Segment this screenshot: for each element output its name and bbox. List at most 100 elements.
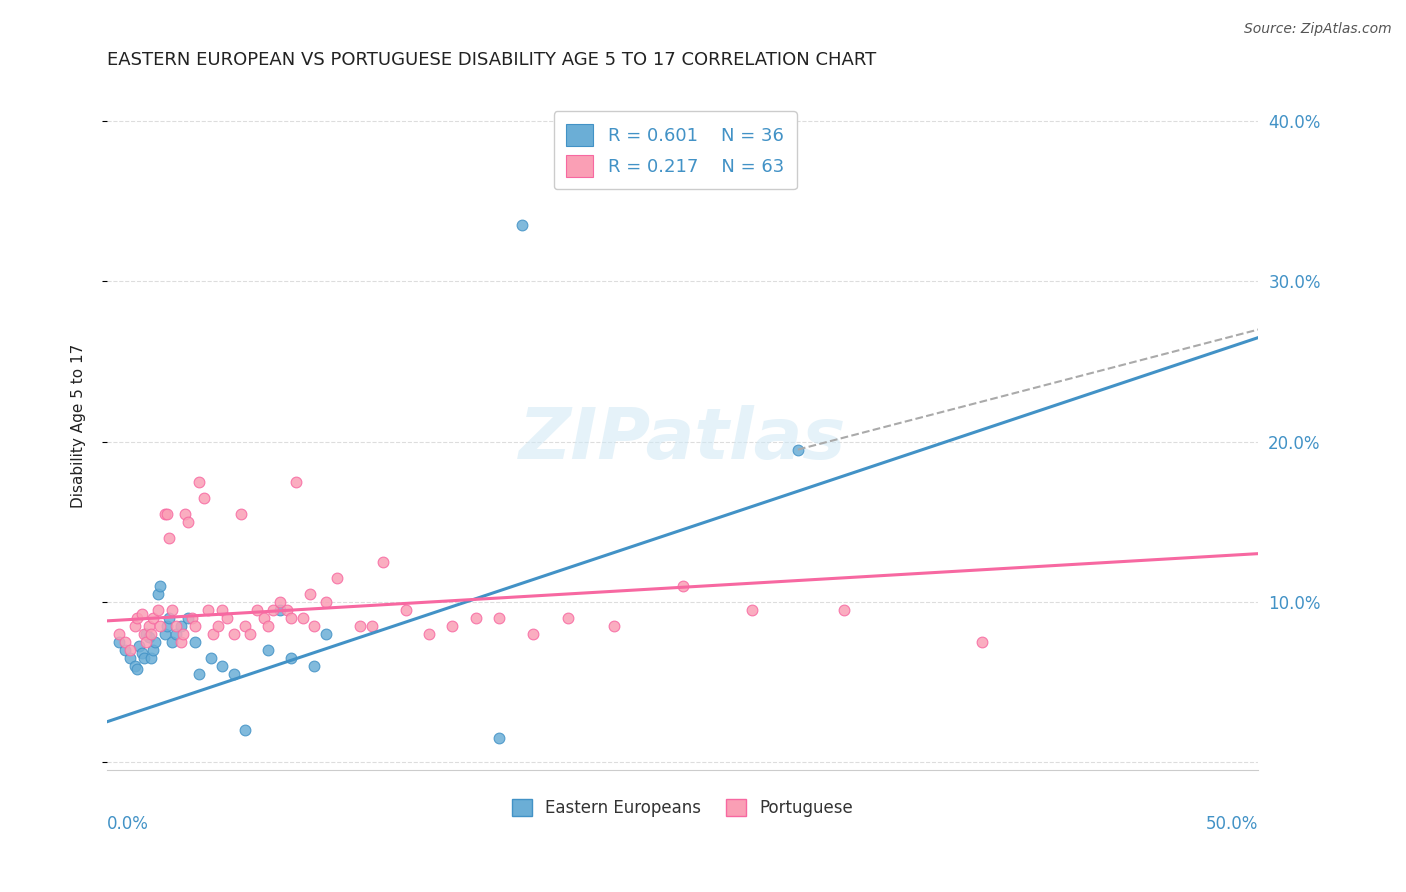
Point: [304, 618, 326, 632]
Point: [304, 658, 326, 673]
Point: [418, 626, 440, 640]
Point: [183, 634, 205, 648]
Point: [149, 579, 172, 593]
Point: [233, 618, 256, 632]
Point: [157, 531, 180, 545]
Point: [787, 442, 810, 457]
Point: [222, 626, 245, 640]
Point: [280, 650, 302, 665]
Point: [153, 626, 176, 640]
Point: [222, 666, 245, 681]
Point: [156, 618, 179, 632]
Point: [128, 640, 150, 654]
Point: [253, 610, 276, 624]
Point: [146, 587, 169, 601]
Point: [124, 618, 146, 632]
Point: [488, 610, 510, 624]
Point: [146, 602, 169, 616]
Point: [262, 602, 284, 616]
Point: [157, 610, 180, 624]
Point: [211, 658, 233, 673]
Point: [188, 666, 211, 681]
Point: [135, 626, 157, 640]
Point: [246, 602, 269, 616]
Point: [395, 602, 418, 616]
Point: [211, 602, 233, 616]
Point: [602, 618, 624, 632]
Point: [114, 634, 136, 648]
Point: [741, 602, 763, 616]
Text: ZIPatlas: ZIPatlas: [519, 405, 846, 474]
Point: [276, 602, 298, 616]
Point: [233, 723, 256, 737]
Point: [373, 555, 395, 569]
Point: [138, 618, 160, 632]
Text: 50.0%: 50.0%: [1206, 814, 1258, 832]
Y-axis label: Disability Age 5 to 17: Disability Age 5 to 17: [72, 343, 86, 508]
Point: [181, 610, 204, 624]
Point: [139, 650, 162, 665]
Point: [315, 626, 337, 640]
Point: [132, 626, 155, 640]
Point: [135, 634, 157, 648]
Point: [125, 662, 148, 676]
Point: [197, 602, 219, 616]
Point: [131, 646, 153, 660]
Point: [160, 634, 183, 648]
Point: [145, 634, 167, 648]
Point: [284, 475, 307, 489]
Point: [229, 507, 252, 521]
Point: [153, 507, 176, 521]
Point: [120, 650, 142, 665]
Point: [170, 618, 193, 632]
Point: [298, 587, 321, 601]
Point: [200, 650, 222, 665]
Text: Source: ZipAtlas.com: Source: ZipAtlas.com: [1244, 22, 1392, 37]
Point: [280, 610, 302, 624]
Point: [174, 507, 197, 521]
Point: [972, 634, 994, 648]
Point: [201, 626, 224, 640]
Point: [291, 610, 314, 624]
Text: 0.0%: 0.0%: [107, 814, 149, 832]
Point: [160, 602, 183, 616]
Point: [326, 571, 349, 585]
Point: [114, 642, 136, 657]
Point: [215, 610, 238, 624]
Point: [107, 626, 129, 640]
Point: [132, 650, 155, 665]
Legend: Eastern Europeans, Portuguese: Eastern Europeans, Portuguese: [505, 792, 860, 823]
Point: [131, 607, 153, 622]
Point: [522, 626, 544, 640]
Point: [361, 618, 384, 632]
Point: [207, 618, 229, 632]
Point: [120, 642, 142, 657]
Point: [142, 642, 165, 657]
Point: [156, 507, 179, 521]
Point: [138, 630, 160, 644]
Point: [165, 626, 187, 640]
Point: [124, 658, 146, 673]
Point: [441, 618, 464, 632]
Point: [170, 634, 193, 648]
Point: [125, 610, 148, 624]
Text: EASTERN EUROPEAN VS PORTUGUESE DISABILITY AGE 5 TO 17 CORRELATION CHART: EASTERN EUROPEAN VS PORTUGUESE DISABILIT…: [107, 51, 876, 69]
Point: [107, 634, 129, 648]
Point: [188, 475, 211, 489]
Point: [172, 626, 194, 640]
Point: [165, 618, 187, 632]
Point: [139, 626, 162, 640]
Point: [257, 642, 280, 657]
Point: [269, 602, 291, 616]
Point: [557, 610, 579, 624]
Point: [315, 595, 337, 609]
Point: [488, 731, 510, 745]
Point: [142, 610, 165, 624]
Point: [464, 610, 486, 624]
Point: [239, 626, 262, 640]
Point: [176, 515, 198, 529]
Point: [510, 219, 533, 233]
Point: [257, 618, 280, 632]
Point: [149, 618, 172, 632]
Point: [672, 579, 695, 593]
